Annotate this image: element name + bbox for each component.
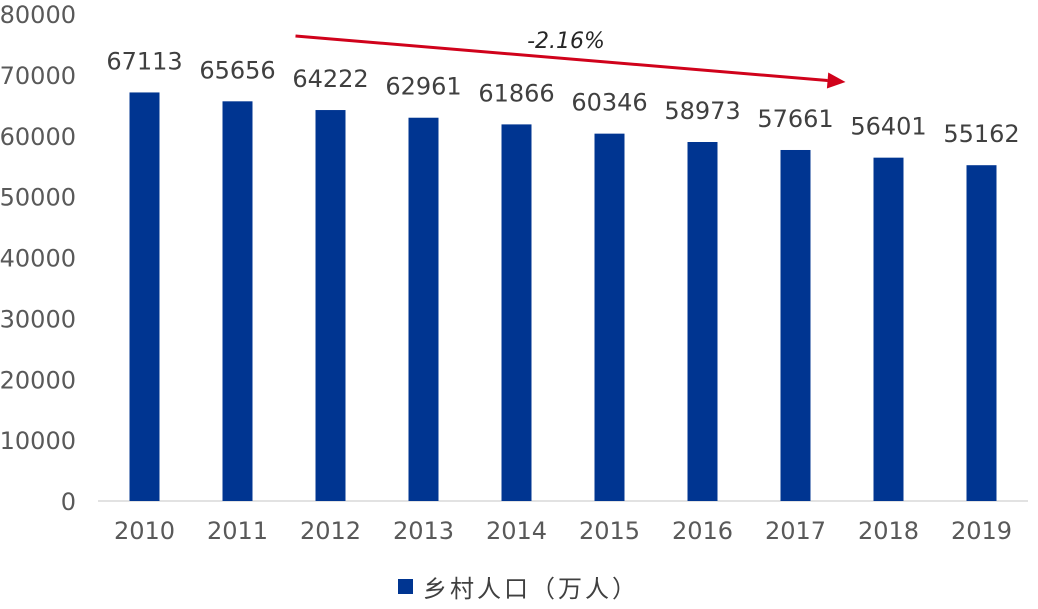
y-tick-label: 30000 <box>0 305 76 333</box>
data-label-2016: 58973 <box>664 97 740 125</box>
data-label-2014: 61866 <box>478 79 554 107</box>
legend: 乡村人口（万人） <box>398 568 639 604</box>
x-tick-label: 2019 <box>951 517 1012 545</box>
legend-swatch <box>398 578 413 594</box>
x-tick-label: 2015 <box>579 517 640 545</box>
data-label-2018: 56401 <box>850 113 926 141</box>
data-label-2010: 67113 <box>106 47 182 75</box>
y-tick-label: 40000 <box>0 245 76 273</box>
bars <box>129 92 997 502</box>
data-label-2013: 62961 <box>385 73 461 101</box>
bar-2013 <box>408 117 439 501</box>
y-tick-label: 10000 <box>0 427 76 455</box>
trend-arrow-head <box>826 72 846 89</box>
y-tick-label: 80000 <box>0 1 76 29</box>
data-label-2012: 64222 <box>292 65 368 93</box>
legend-label: 乡村人口（万人） <box>423 574 639 603</box>
data-label-2017: 57661 <box>757 105 833 133</box>
bar-2019 <box>966 165 997 501</box>
bar-2016 <box>687 142 718 501</box>
y-tick-label: 50000 <box>0 184 76 212</box>
bar-2010 <box>129 92 160 501</box>
y-tick-label: 70000 <box>0 62 76 90</box>
x-tick-label: 2010 <box>114 517 175 545</box>
y-axis-labels: 0 10000 20000 30000 40000 50000 60000 70000 8000… <box>0 1 76 516</box>
x-tick-label: 2017 <box>765 517 826 545</box>
trend-annotation-text: -2.16% <box>527 29 605 54</box>
bar-2015 <box>594 133 625 501</box>
y-tick-label: 20000 <box>0 366 76 394</box>
trend-annotation: -2.16% <box>295 29 846 89</box>
bar-2014 <box>501 124 532 502</box>
y-tick-label: 60000 <box>0 123 76 151</box>
bar-2018 <box>873 157 904 501</box>
x-tick-label: 2018 <box>858 517 919 545</box>
x-tick-label: 2014 <box>486 517 547 545</box>
bar-2012 <box>315 110 346 501</box>
trend-arrow-line <box>295 34 828 82</box>
data-label-2019: 55162 <box>943 120 1019 148</box>
data-label-2015: 60346 <box>571 89 647 117</box>
bar-2011 <box>222 101 253 502</box>
data-label-2011: 65656 <box>199 56 275 84</box>
x-tick-label: 2012 <box>300 517 361 545</box>
x-tick-label: 2011 <box>207 517 268 545</box>
x-axis-labels: 2010 2011 2012 2013 2014 2015 2016 2017 2018 2019 <box>114 517 1012 545</box>
x-tick-label: 2016 <box>672 517 733 545</box>
y-tick-label: 0 <box>61 488 76 516</box>
data-labels: 67113 65656 64222 62961 61866 60346 58973 57661… <box>106 47 1019 148</box>
bar-2017 <box>780 149 811 502</box>
x-tick-label: 2013 <box>393 517 454 545</box>
